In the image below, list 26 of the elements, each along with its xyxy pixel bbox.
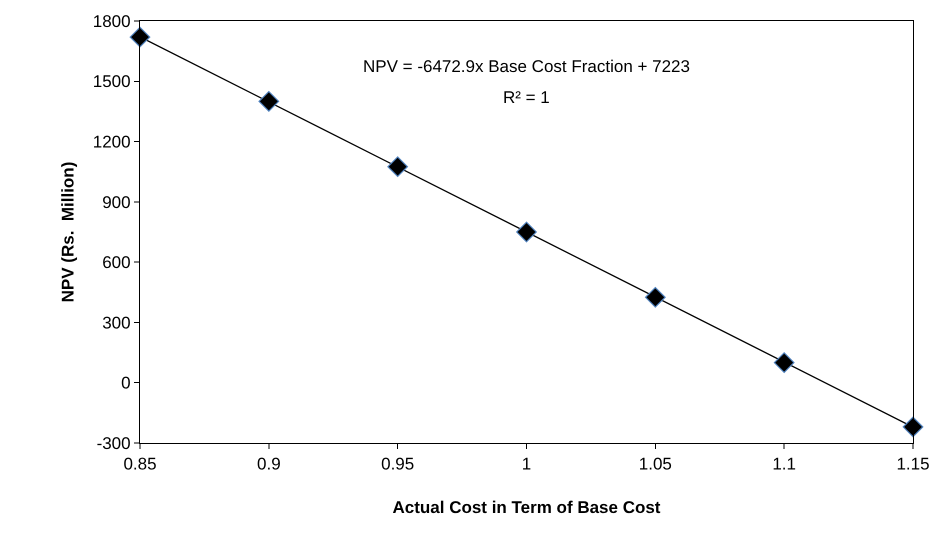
x-tick-label: 1 [522, 454, 532, 474]
annotation: NPV = -6472.9x Base Cost Fraction + 7223 [363, 57, 690, 76]
x-tick-label: 0.85 [123, 454, 157, 474]
y-tick-label: 1800 [92, 12, 131, 31]
point [644, 286, 666, 308]
annotation: R² = 1 [503, 88, 550, 107]
y-axis-title: NPV (Rs. Million) [58, 162, 78, 302]
point [387, 156, 408, 178]
x-tick-label: 1.05 [638, 454, 672, 474]
x-axis-title: Actual Cost in Term of Base Cost [392, 498, 661, 517]
y-tick-label: -300 [96, 434, 131, 453]
x-tick-label: 1.15 [896, 454, 930, 474]
point [258, 91, 280, 112]
y-tick-label: 1500 [92, 72, 131, 92]
y-tick-label: 900 [102, 192, 131, 212]
point [130, 26, 150, 48]
y-tick-label: 300 [102, 313, 131, 332]
x-tick-label: 1.1 [772, 454, 796, 474]
y-tick-label: 0 [121, 374, 131, 393]
point [774, 352, 795, 373]
x-tick-label: 0.95 [381, 454, 414, 474]
point [516, 222, 537, 242]
x-tick-label: 0.9 [257, 454, 281, 474]
point [902, 416, 924, 438]
y-tick-label: 1200 [92, 132, 131, 152]
y-tick-label: 600 [102, 253, 131, 272]
